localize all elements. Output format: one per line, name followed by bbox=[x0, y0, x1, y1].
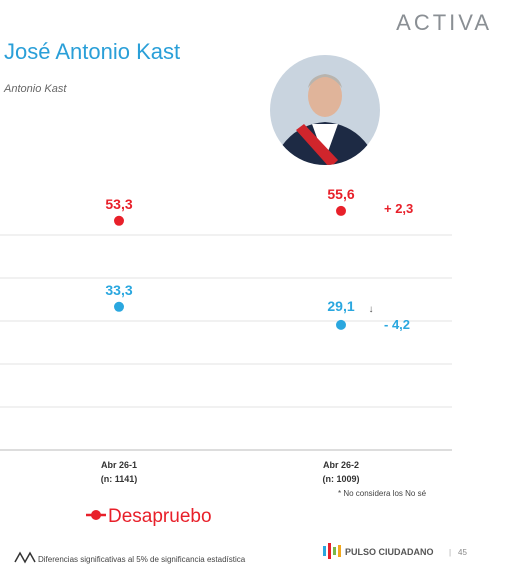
separator: | bbox=[449, 548, 451, 557]
footer-note: Diferencias significativas al 5% de sign… bbox=[38, 555, 246, 564]
data-label: 29,1 bbox=[327, 298, 354, 314]
point bbox=[114, 301, 124, 312]
legend: Desapruebo bbox=[86, 506, 212, 527]
data-label: 53,3 bbox=[105, 196, 132, 212]
point bbox=[336, 319, 346, 330]
page-number: 45 bbox=[458, 548, 467, 557]
brand-icon bbox=[323, 543, 341, 559]
x-sublabel: (n: 1009) bbox=[322, 474, 359, 484]
footer-brand: PULSO CIUDADANO bbox=[345, 547, 434, 557]
change-label: - 4,2 bbox=[384, 317, 410, 332]
x-tick-label: Abr 26-2 bbox=[323, 460, 359, 470]
legend-marker bbox=[91, 510, 101, 520]
legend-label: Desapruebo bbox=[108, 506, 212, 527]
data-label: 33,3 bbox=[105, 282, 132, 298]
data-label: 55,6 bbox=[327, 186, 354, 202]
x-sublabel: (n: 1141) bbox=[101, 474, 138, 484]
sig-icon bbox=[14, 551, 36, 564]
sig-marker: ↓ bbox=[369, 304, 374, 315]
point bbox=[114, 215, 124, 226]
logo: ACTIVA bbox=[396, 10, 492, 35]
photo bbox=[270, 55, 380, 165]
footnote: * No considera los No sé bbox=[338, 489, 427, 498]
point bbox=[336, 205, 346, 216]
title: José Antonio Kast bbox=[4, 39, 180, 64]
subtitle: Antonio Kast bbox=[3, 83, 67, 95]
x-tick-label: Abr 26-1 bbox=[101, 460, 137, 470]
change-label: + 2,3 bbox=[384, 201, 413, 216]
